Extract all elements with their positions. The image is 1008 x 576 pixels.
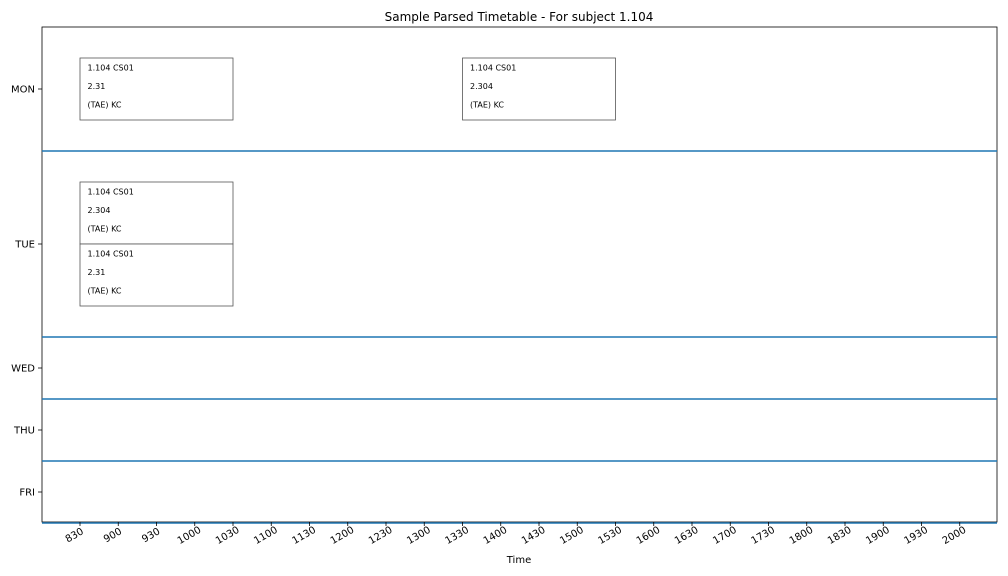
event-text: 2.304 — [88, 206, 111, 215]
event-text: 2.304 — [470, 82, 493, 91]
event-text: (TAE) KC — [470, 101, 504, 110]
x-tick-label-1200: 1200 — [329, 525, 357, 547]
chart-title: Sample Parsed Timetable - For subject 1.… — [385, 10, 654, 24]
x-tick-label-1930: 1930 — [902, 525, 930, 547]
y-tick-label-tue: TUE — [14, 240, 35, 251]
event-text: (TAE) KC — [88, 287, 122, 296]
event-text: (TAE) KC — [88, 225, 122, 234]
plot-frame — [41, 26, 998, 523]
x-tick-label-930: 930 — [140, 526, 162, 545]
x-tick-label-1130: 1130 — [290, 525, 318, 547]
x-tick-label-1700: 1700 — [711, 525, 739, 547]
x-tick-label-1000: 1000 — [176, 525, 204, 547]
event-text: 1.104 CS01 — [88, 250, 134, 259]
x-tick-label-1600: 1600 — [635, 525, 663, 547]
event-text: (TAE) KC — [88, 101, 122, 110]
event-text: 2.31 — [88, 82, 106, 91]
x-tick-label-1800: 1800 — [788, 525, 816, 547]
event-text: 2.31 — [88, 268, 106, 277]
event-box — [462, 57, 616, 121]
x-tick-label-1330: 1330 — [443, 525, 471, 547]
event-box — [79, 243, 234, 307]
y-tick-label-fri: FRI — [19, 488, 35, 499]
x-tick-label-2000: 2000 — [941, 525, 969, 547]
event-text: 1.104 CS01 — [88, 188, 134, 197]
x-tick-label-1630: 1630 — [673, 525, 701, 547]
y-tick-label-wed: WED — [11, 364, 35, 375]
x-tick-label-1900: 1900 — [864, 525, 892, 547]
x-tick-label-900: 900 — [102, 526, 124, 545]
x-tick-label-1430: 1430 — [520, 525, 548, 547]
event-text: 1.104 CS01 — [88, 64, 134, 73]
x-tick-label-830: 830 — [64, 526, 86, 545]
x-tick-label-1730: 1730 — [749, 525, 777, 547]
x-tick-label-1030: 1030 — [214, 525, 242, 547]
x-axis-label: Time — [506, 555, 531, 566]
y-tick-label-mon: MON — [11, 85, 35, 96]
event-box — [79, 181, 234, 245]
x-tick-label-1230: 1230 — [367, 525, 395, 547]
x-tick-label-1300: 1300 — [405, 525, 433, 547]
x-tick-label-1400: 1400 — [482, 525, 510, 547]
y-tick-label-thu: THU — [13, 426, 35, 437]
event-box — [79, 57, 234, 121]
x-tick-label-1500: 1500 — [558, 525, 586, 547]
event-text: 1.104 CS01 — [470, 64, 516, 73]
x-tick-label-1830: 1830 — [826, 525, 854, 547]
plot-area: MON TUE WED THU FRI 830 900 930 1000 1030 1100 1130… — [11, 26, 998, 547]
x-tick-label-1530: 1530 — [596, 525, 624, 547]
x-tick-label-1100: 1100 — [252, 525, 280, 547]
